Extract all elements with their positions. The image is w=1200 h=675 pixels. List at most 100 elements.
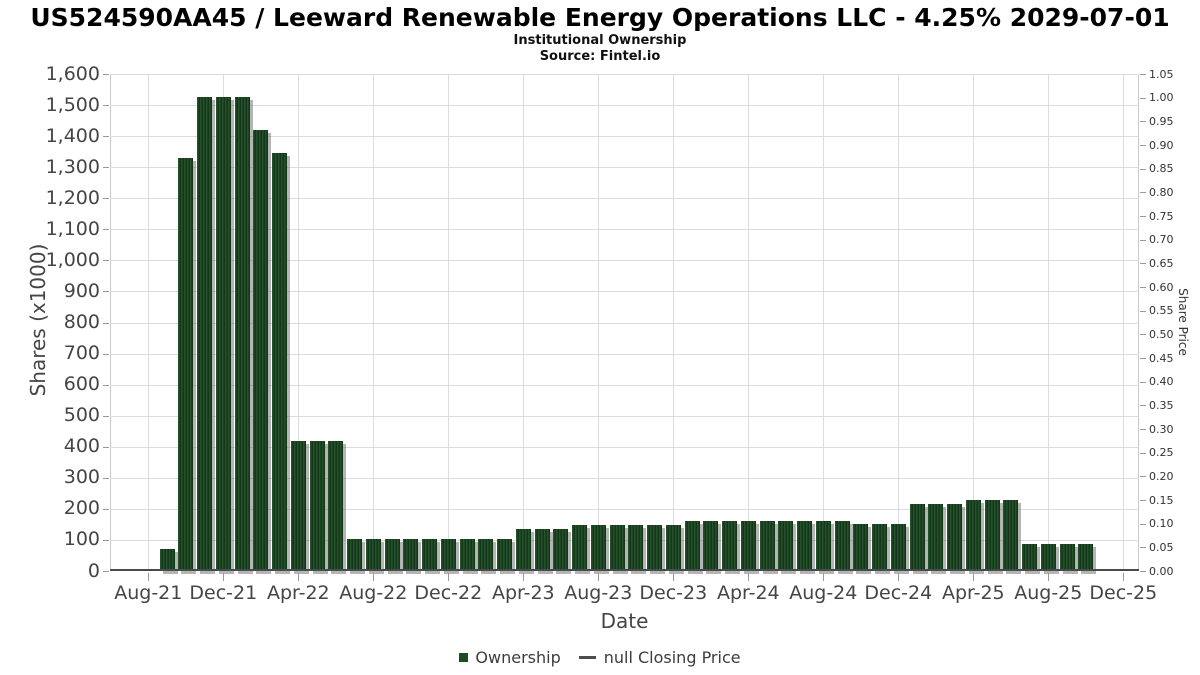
bar-Sep-23 bbox=[609, 525, 625, 571]
legend: Ownership null Closing Price bbox=[0, 648, 1200, 667]
bar-Sep-21 bbox=[159, 549, 175, 571]
x-axis-title: Date bbox=[600, 609, 649, 633]
y-right-tick-label: 0.70 bbox=[1149, 233, 1174, 247]
y-right-tick-label: 1.00 bbox=[1149, 91, 1174, 105]
x-tick-mark bbox=[223, 573, 225, 581]
y-right-tick-label: 0.10 bbox=[1149, 517, 1174, 531]
h-gridline bbox=[110, 508, 1139, 510]
bar-Jan-24 bbox=[684, 520, 700, 571]
y-right-tick-label: 0.25 bbox=[1149, 446, 1174, 460]
y-right-tick-mark bbox=[1140, 310, 1146, 312]
x-tick-mark bbox=[673, 573, 675, 581]
y-left-tick-mark bbox=[103, 74, 109, 75]
y-right-tick-mark bbox=[1140, 452, 1146, 454]
y-right-tick-label: 0.45 bbox=[1149, 351, 1174, 365]
x-tick-label: Apr-23 bbox=[491, 582, 555, 604]
bar-Sep-25 bbox=[1059, 543, 1075, 571]
y-right-tick-label: 0.15 bbox=[1149, 493, 1174, 507]
y-right-tick-label: 0.05 bbox=[1149, 540, 1174, 554]
bar-Apr-22 bbox=[290, 440, 306, 571]
y-right-tick-mark bbox=[1140, 287, 1146, 288]
bar-Oct-25 bbox=[1078, 543, 1094, 571]
bar-Oct-21 bbox=[178, 157, 194, 571]
x-tick-mark bbox=[448, 573, 450, 581]
x-tick-mark bbox=[298, 573, 300, 581]
y-left-tick-mark bbox=[103, 477, 109, 479]
x-tick-label: Dec-25 bbox=[1089, 582, 1158, 604]
v-gridline bbox=[823, 74, 825, 571]
h-gridline bbox=[110, 229, 1139, 231]
x-axis-line bbox=[110, 569, 1139, 571]
y-right-tick-label: 0.30 bbox=[1149, 422, 1174, 436]
y-left-tick-mark bbox=[103, 291, 109, 293]
x-tick-mark bbox=[523, 573, 525, 581]
bar-Oct-22 bbox=[403, 539, 419, 571]
y-left-tick-mark bbox=[103, 353, 109, 355]
bar-Dec-24 bbox=[890, 523, 906, 571]
bar-Mar-24 bbox=[722, 520, 738, 571]
y-left-tick-mark bbox=[103, 229, 109, 231]
x-tick-mark bbox=[973, 573, 975, 581]
ownership-legend-swatch-icon bbox=[459, 653, 469, 662]
x-tick-mark bbox=[598, 573, 600, 581]
v-gridline bbox=[523, 74, 525, 571]
x-tick-mark bbox=[1123, 573, 1125, 581]
y-left-tick-label: 900 bbox=[63, 279, 100, 302]
y-right-tick-mark bbox=[1140, 216, 1146, 217]
y-right-tick-mark bbox=[1140, 405, 1146, 407]
y-left-tick-label: 1,000 bbox=[45, 248, 100, 271]
h-gridline bbox=[110, 415, 1139, 417]
y-left-tick-mark bbox=[103, 571, 109, 572]
x-tick-label: Aug-22 bbox=[339, 582, 408, 604]
bar-Aug-24 bbox=[815, 520, 831, 571]
y-left-tick-mark bbox=[103, 415, 109, 417]
y-right-tick-mark bbox=[1140, 476, 1146, 478]
x-tick-label: Aug-21 bbox=[114, 582, 183, 604]
bar-May-24 bbox=[759, 520, 775, 571]
x-tick-label: Aug-25 bbox=[1014, 582, 1083, 604]
y-right-tick-mark bbox=[1140, 192, 1146, 194]
y-right-tick-mark bbox=[1140, 334, 1146, 336]
y-left-tick-label: 800 bbox=[63, 311, 100, 333]
y-left-tick-label: 1,200 bbox=[45, 186, 100, 209]
bar-Nov-22 bbox=[422, 539, 438, 571]
bar-Sep-24 bbox=[834, 520, 850, 571]
y-right-tick-label: 0.90 bbox=[1149, 138, 1174, 152]
bar-Jul-24 bbox=[797, 520, 813, 571]
bar-Nov-24 bbox=[872, 523, 888, 571]
y-right-tick-mark bbox=[1140, 263, 1146, 265]
y-right-tick-mark bbox=[1140, 547, 1146, 549]
x-tick-label: Dec-22 bbox=[414, 582, 483, 604]
y-right-tick-mark bbox=[1140, 145, 1146, 146]
v-gridline bbox=[448, 74, 450, 571]
bar-Jun-22 bbox=[328, 440, 344, 571]
y-right-tick-label: 0.00 bbox=[1149, 564, 1174, 578]
y-right-tick-label: 0.40 bbox=[1149, 375, 1174, 389]
y-left-tick-mark bbox=[103, 384, 109, 386]
h-gridline bbox=[110, 105, 1139, 107]
bar-May-22 bbox=[309, 440, 325, 571]
bar-Dec-21 bbox=[215, 97, 231, 571]
h-gridline bbox=[110, 198, 1139, 200]
y-left-tick-label: 1,600 bbox=[45, 62, 100, 85]
v-gridline bbox=[298, 74, 300, 571]
bar-Apr-25 bbox=[965, 499, 981, 571]
v-gridline bbox=[748, 74, 750, 571]
x-tick-mark bbox=[148, 573, 150, 581]
bar-Jan-23 bbox=[459, 539, 475, 571]
h-gridline bbox=[110, 322, 1139, 324]
bar-May-23 bbox=[534, 529, 550, 571]
y-left-tick-mark bbox=[103, 508, 109, 510]
y-right-tick-mark bbox=[1140, 239, 1146, 241]
chart-subtitle: Institutional Ownership bbox=[513, 33, 687, 48]
h-gridline bbox=[110, 353, 1139, 355]
y-left-tick-mark bbox=[103, 446, 109, 448]
y-left-tick-label: 400 bbox=[63, 435, 100, 458]
y-right-tick-mark bbox=[1140, 358, 1146, 359]
x-tick-label: Aug-24 bbox=[789, 582, 858, 604]
y-right-tick-mark bbox=[1140, 121, 1146, 123]
y-left-tick-label: 600 bbox=[63, 373, 100, 396]
h-gridline bbox=[110, 74, 1139, 75]
v-gridline bbox=[1048, 74, 1050, 571]
